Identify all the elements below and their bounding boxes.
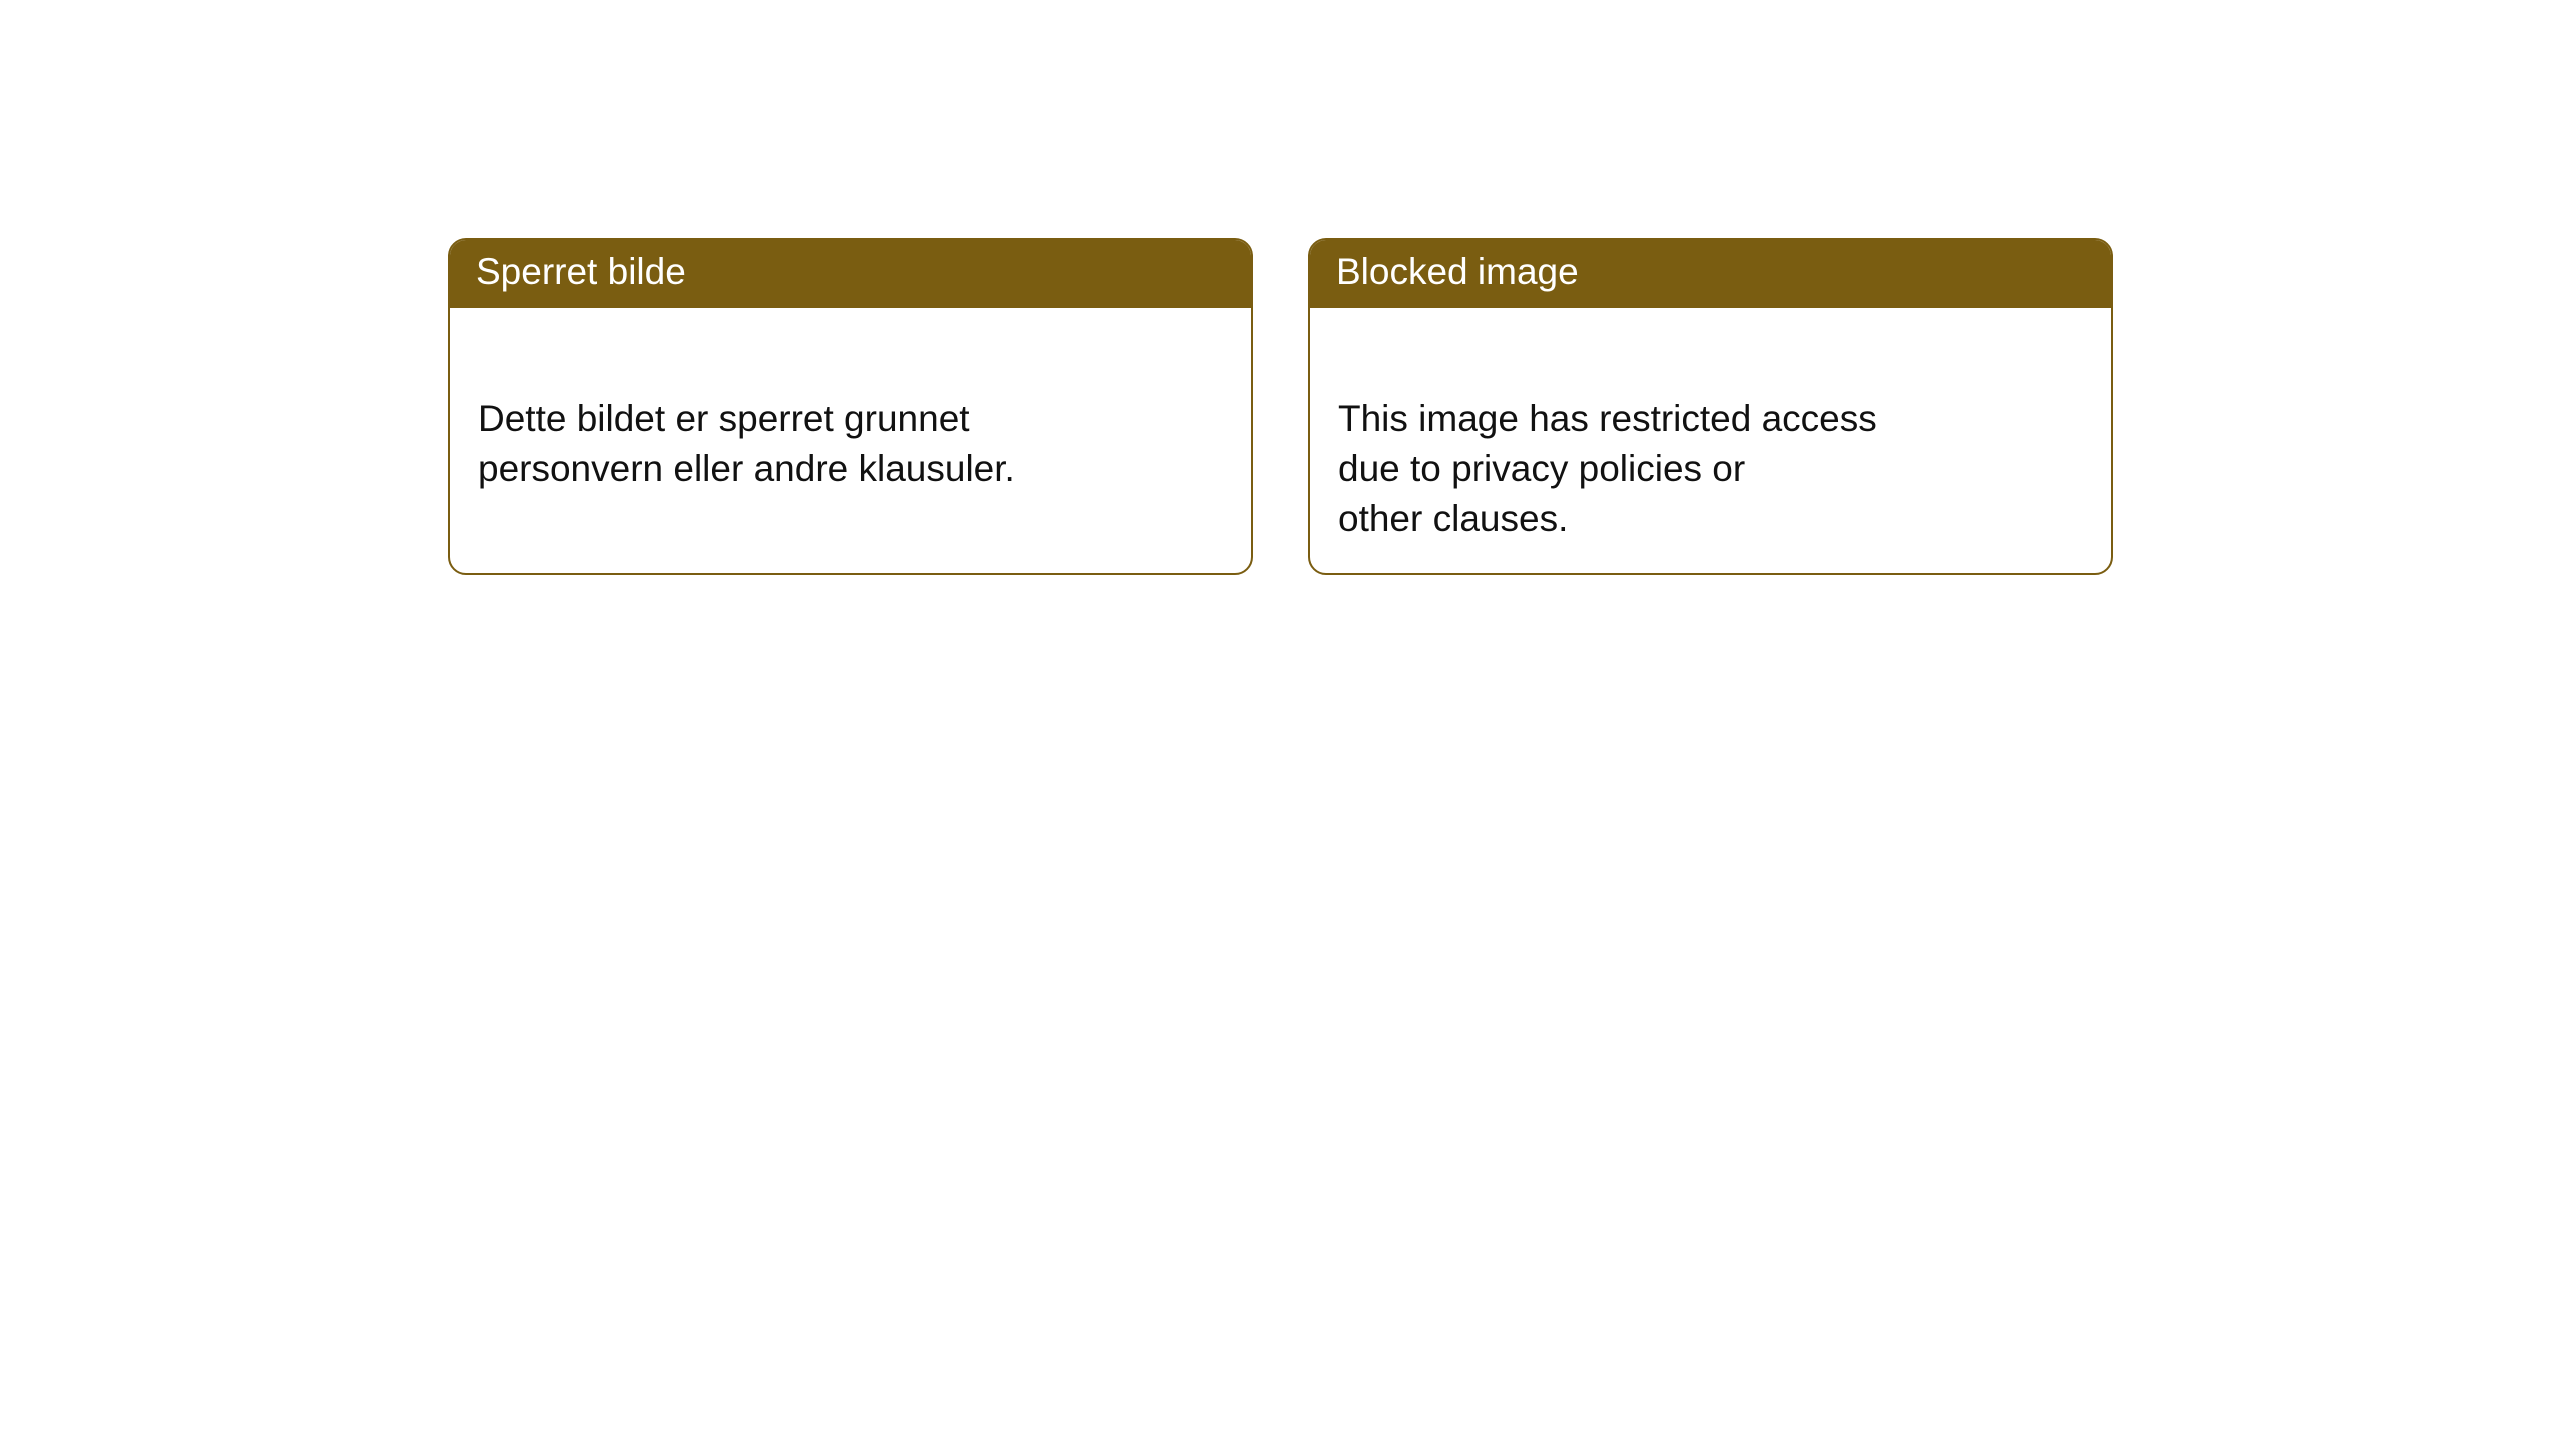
card-header: Blocked image: [1310, 240, 2111, 308]
card-title: Sperret bilde: [476, 251, 686, 292]
notice-card-norwegian: Sperret bilde Dette bildet er sperret gr…: [448, 238, 1253, 575]
card-message: Dette bildet er sperret grunnet personve…: [478, 398, 1015, 489]
card-message: This image has restricted access due to …: [1338, 398, 1877, 539]
card-body: This image has restricted access due to …: [1310, 308, 2111, 575]
notice-card-english: Blocked image This image has restricted …: [1308, 238, 2113, 575]
notice-container: Sperret bilde Dette bildet er sperret gr…: [0, 0, 2560, 575]
card-body: Dette bildet er sperret grunnet personve…: [450, 308, 1251, 530]
card-title: Blocked image: [1336, 251, 1579, 292]
card-header: Sperret bilde: [450, 240, 1251, 308]
